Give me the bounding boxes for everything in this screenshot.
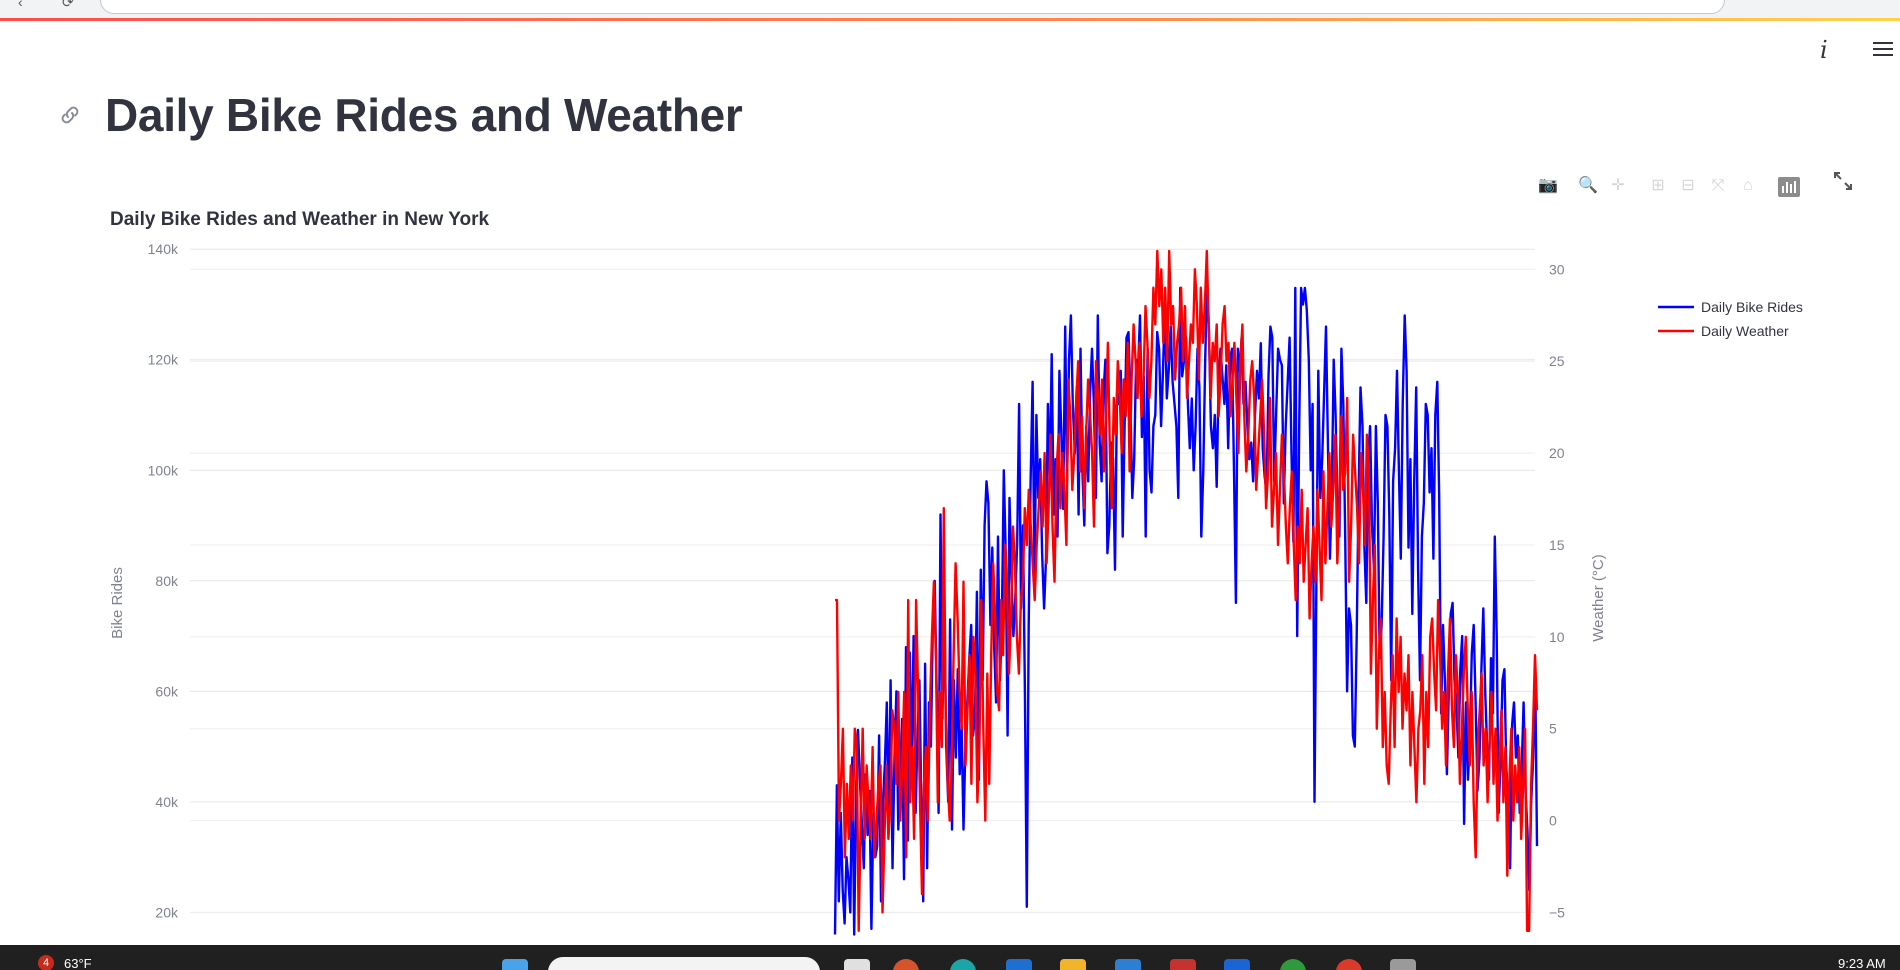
browser-toolbar: ‹ ⟳	[0, 0, 1900, 20]
zoom-icon[interactable]: 🔍	[1578, 177, 1598, 194]
plotly-logo-icon[interactable]	[1778, 177, 1800, 197]
zoom-out-icon[interactable]: ⊟	[1681, 177, 1695, 194]
app-icon[interactable]	[1224, 959, 1250, 970]
clock: 9:23 AM	[1838, 956, 1886, 970]
file-explorer-icon[interactable]	[1060, 959, 1086, 970]
info-icon[interactable]: i	[1820, 36, 1828, 64]
main-menu-icon[interactable]	[1873, 42, 1893, 58]
y2-tick-label: −5	[1549, 904, 1565, 920]
taskbar: 4 63°F 9:23 AM	[0, 945, 1900, 970]
series-line-weather[interactable]	[835, 249, 1539, 932]
y-axis-label: Bike Rides	[109, 567, 126, 639]
y2-tick-label: 30	[1549, 261, 1565, 277]
chart-title: Daily Bike Rides and Weather in New York	[110, 209, 490, 230]
weather-widget[interactable]: 63°F	[64, 956, 92, 970]
y-tick-label: 80k	[155, 573, 179, 589]
y-tick-label: 60k	[155, 683, 179, 699]
powerpoint-icon[interactable]	[893, 959, 919, 970]
y2-axis-label: Weather (°C)	[1590, 554, 1607, 641]
y-tick-label: 20k	[155, 904, 179, 920]
chrome-icon[interactable]	[1336, 959, 1362, 970]
y-tick-label: 40k	[155, 794, 179, 810]
y-tick-label: 120k	[148, 352, 179, 368]
mail-icon[interactable]	[1170, 959, 1196, 970]
outlook-icon[interactable]	[1006, 959, 1032, 970]
edge-icon[interactable]	[950, 959, 976, 970]
zoom-in-icon[interactable]: ⊞	[1651, 177, 1665, 194]
notification-badge: 4	[38, 955, 54, 970]
taskbar-search[interactable]	[548, 957, 820, 970]
y2-tick-label: 5	[1549, 721, 1557, 737]
fullscreen-icon[interactable]	[1832, 170, 1854, 192]
address-bar[interactable]	[100, 0, 1725, 14]
store-icon[interactable]	[1115, 959, 1141, 970]
page-title: Daily Bike Rides and Weather	[105, 89, 743, 141]
task-view-icon[interactable]	[844, 959, 870, 970]
y-tick-label: 140k	[148, 241, 179, 257]
app-icon-green[interactable]	[1280, 959, 1306, 970]
y2-tick-label: 10	[1549, 629, 1565, 645]
back-icon[interactable]: ‹	[18, 0, 23, 10]
autoscale-icon[interactable]: ⤧	[1711, 177, 1725, 194]
y2-tick-label: 25	[1549, 353, 1565, 369]
pan-icon[interactable]: ✛	[1611, 177, 1625, 194]
legend-label[interactable]: Daily Bike Rides	[1701, 299, 1803, 315]
y2-tick-label: 15	[1549, 537, 1565, 553]
loading-indicator	[0, 18, 1900, 21]
y-tick-label: 100k	[148, 462, 179, 478]
y2-tick-label: 20	[1549, 445, 1565, 461]
reload-icon[interactable]: ⟳	[62, 0, 74, 10]
y2-tick-label: 0	[1549, 813, 1557, 829]
app-icon-grey[interactable]	[1390, 959, 1416, 970]
camera-icon[interactable]: 📷	[1538, 177, 1558, 194]
legend[interactable]: Daily Bike Rides Daily Weather	[1658, 299, 1803, 339]
legend-label[interactable]: Daily Weather	[1701, 323, 1789, 339]
start-icon[interactable]	[502, 959, 528, 970]
anchor-link-icon[interactable]	[58, 103, 82, 127]
reset-axes-icon[interactable]: ⌂	[1743, 177, 1753, 194]
